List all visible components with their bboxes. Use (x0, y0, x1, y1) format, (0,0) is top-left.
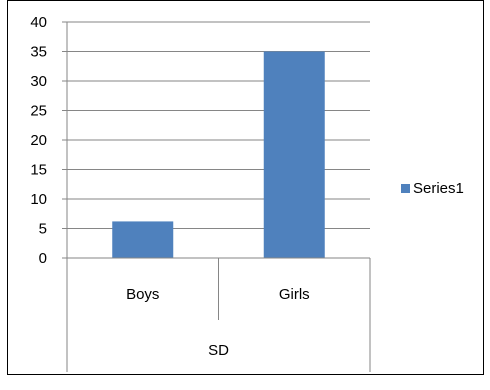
legend-swatch (401, 184, 410, 193)
category-labels: Boys Girls SD (126, 286, 310, 359)
category-label: Boys (126, 286, 159, 303)
y-tick-label: 25 (30, 103, 47, 120)
y-tick-label: 5 (39, 221, 47, 238)
legend: Series1 (401, 180, 464, 197)
group-label: SD (208, 342, 229, 359)
y-tick-label: 20 (30, 132, 47, 149)
bar-girls (263, 51, 325, 258)
y-tick-label: 40 (30, 14, 47, 31)
cropped-text-strip (0, 377, 490, 390)
bars (112, 51, 325, 258)
y-tick-label: 35 (30, 44, 47, 61)
axes (66, 22, 371, 372)
category-label: Girls (279, 286, 310, 303)
y-tick-label: 10 (30, 191, 47, 208)
y-tick-label: 15 (30, 162, 47, 179)
y-axis-tick-labels: 0 5 10 15 20 25 30 35 40 (30, 14, 47, 267)
y-tick-label: 0 (39, 250, 47, 267)
y-tick-label: 30 (30, 73, 47, 90)
legend-label: Series1 (413, 180, 464, 197)
bar-boys (112, 221, 174, 258)
